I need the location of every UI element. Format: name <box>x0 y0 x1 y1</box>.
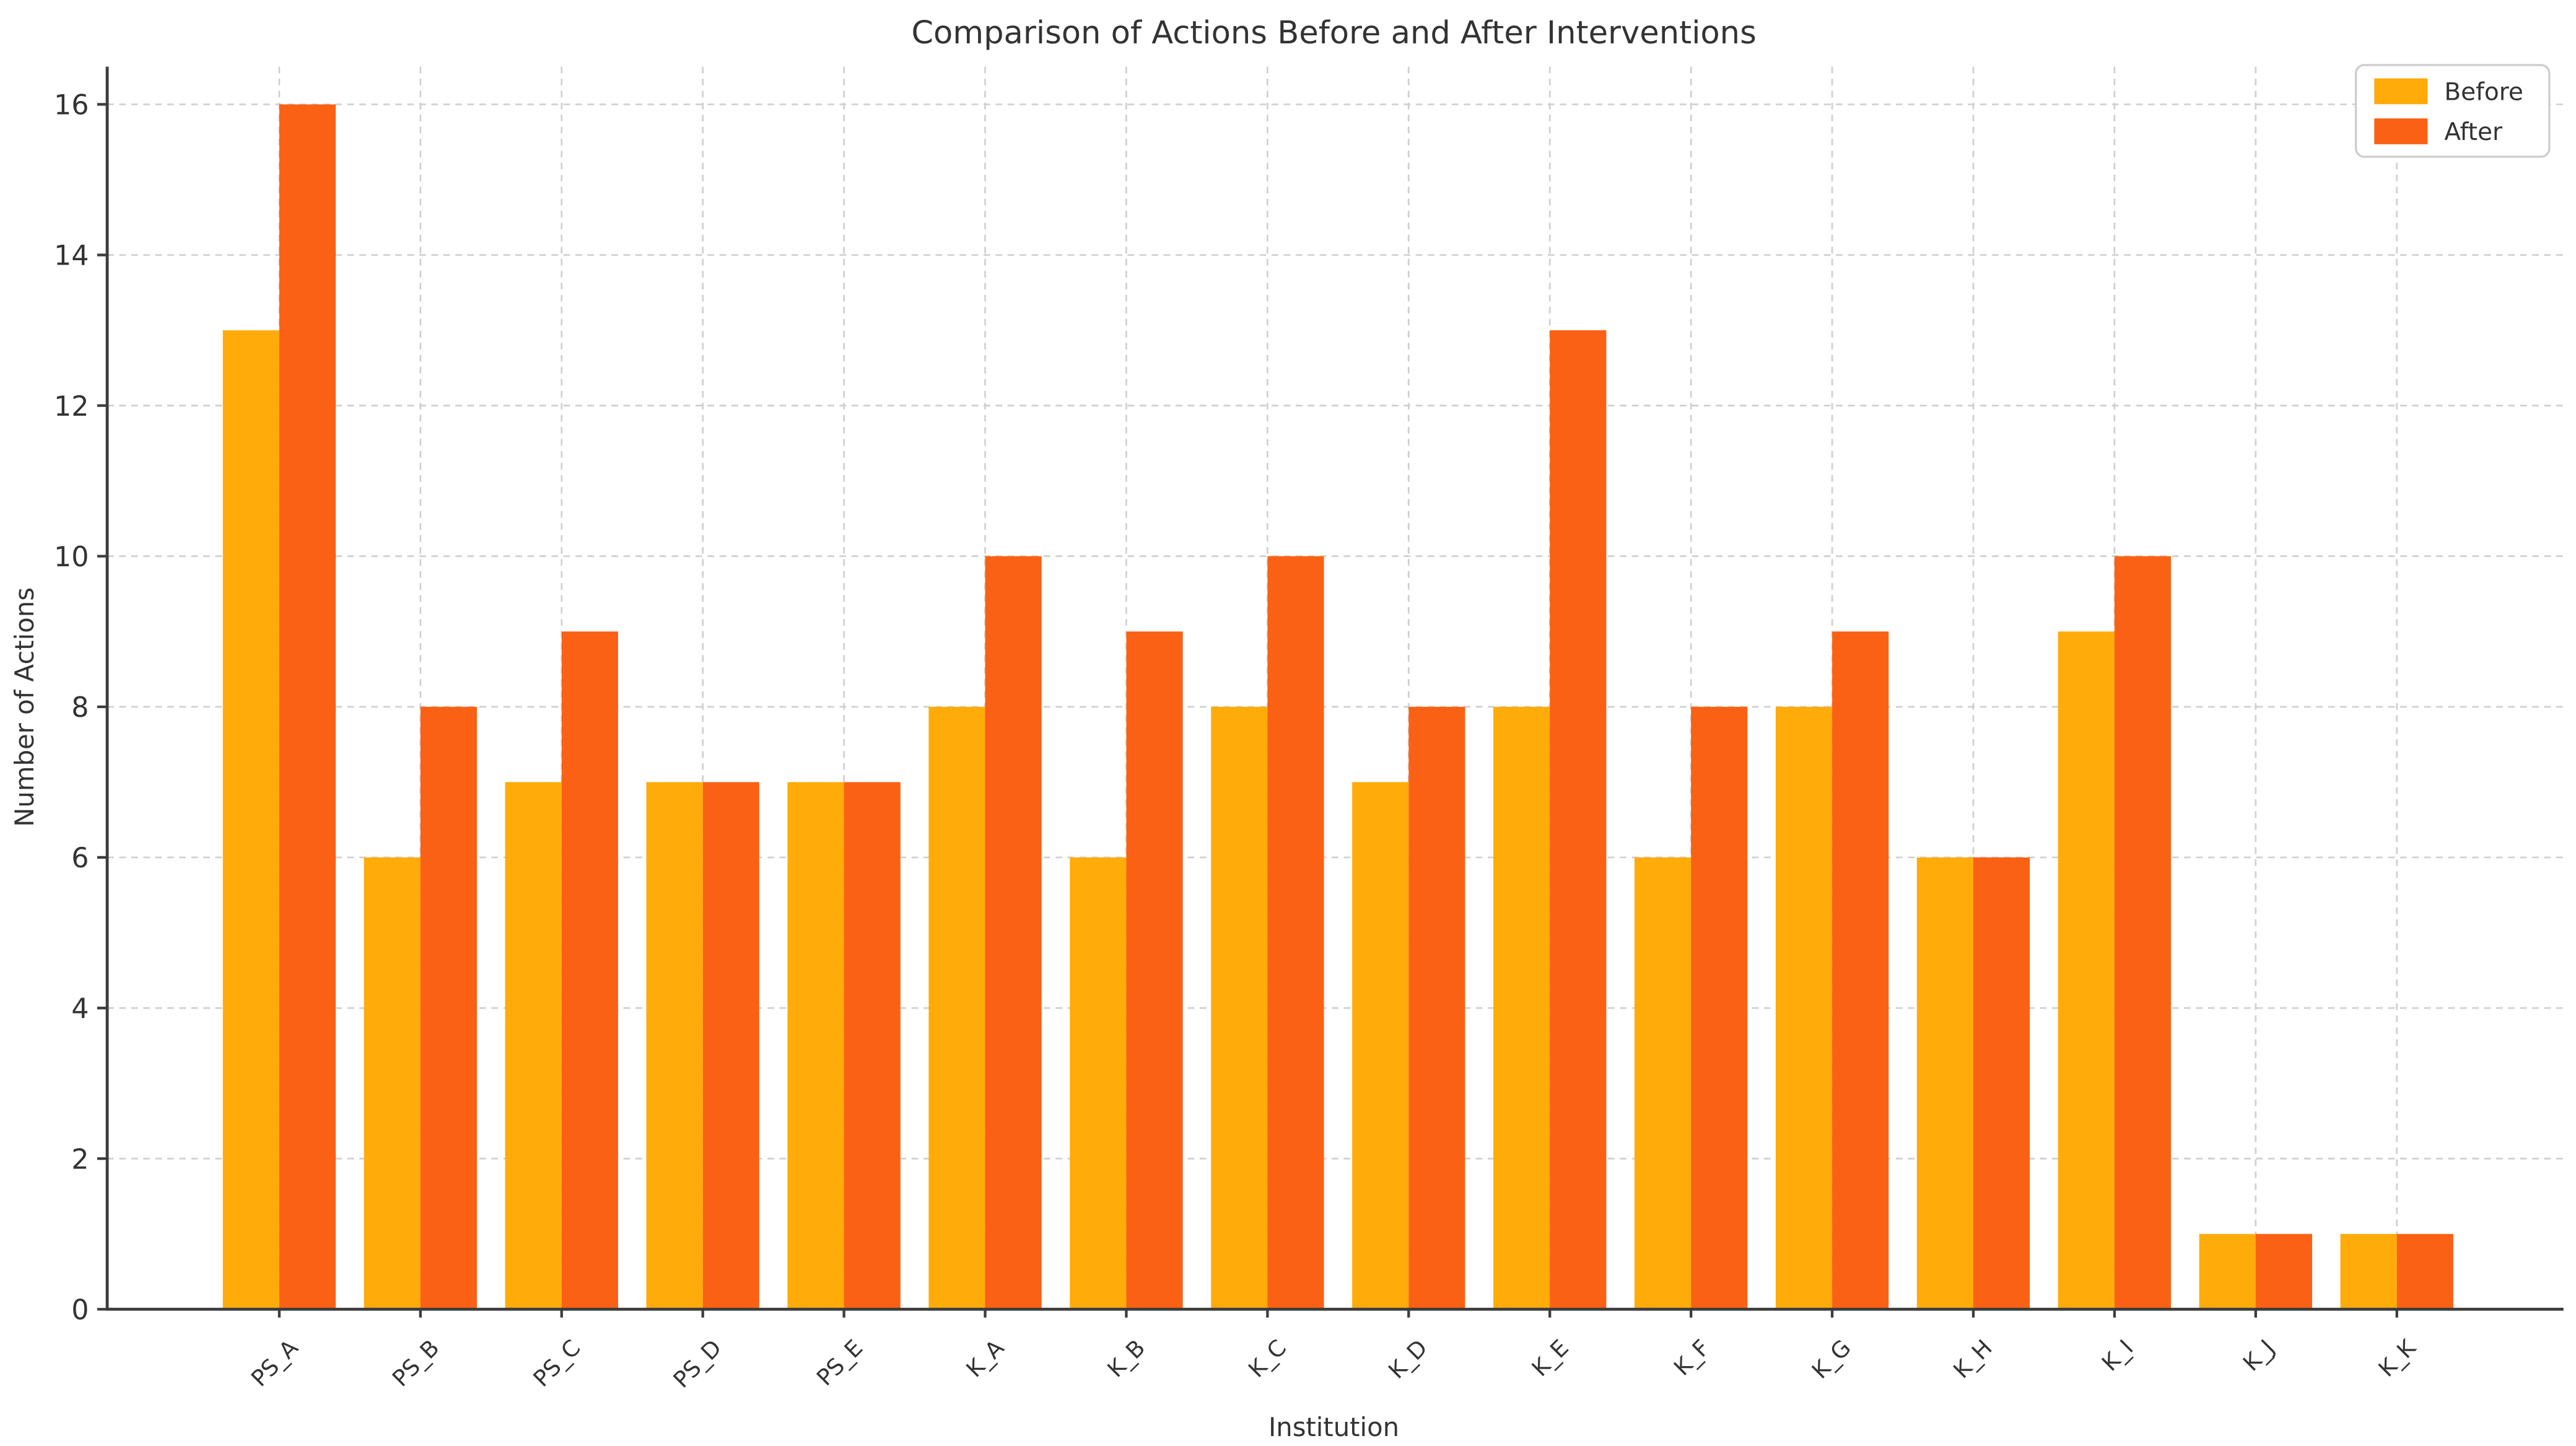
axes <box>97 66 2564 1318</box>
y-axis-label: Number of Actions <box>9 587 40 827</box>
bar-before-PS_E <box>787 782 844 1310</box>
x-tick-label-K_E: K_E <box>1527 1334 1574 1382</box>
bar-before-K_G <box>1775 706 1833 1310</box>
bar-after-K_C <box>1267 556 1324 1310</box>
legend-label-after: After <box>2444 118 2503 146</box>
bar-after-K_F <box>1691 706 1748 1310</box>
y-tick-label-14: 14 <box>54 240 89 272</box>
bar-before-K_H <box>1916 857 1973 1310</box>
bar-after-K_A <box>985 556 1042 1310</box>
y-tick-label-12: 12 <box>54 391 89 423</box>
bar-before-K_K <box>2340 1233 2397 1310</box>
bar-after-K_D <box>1408 706 1465 1310</box>
bar-after-K_K <box>2396 1233 2453 1310</box>
legend-label-before: Before <box>2444 79 2523 107</box>
bar-before-PS_B <box>364 857 421 1310</box>
bar-before-K_E <box>1493 706 1550 1310</box>
x-axis-label: Institution <box>1268 1412 1399 1442</box>
bar-after-K_G <box>1832 631 1889 1310</box>
bar-before-PS_D <box>646 782 703 1310</box>
x-tick-label-PS_C: PS_C <box>528 1334 585 1392</box>
y-tick-label-6: 6 <box>71 843 89 874</box>
y-tick-label-2: 2 <box>71 1144 89 1175</box>
bar-before-K_F <box>1634 857 1692 1310</box>
x-tick-label-K_F: K_F <box>1669 1334 1715 1381</box>
y-tick-label-0: 0 <box>71 1294 89 1326</box>
bar-after-PS_B <box>420 706 477 1310</box>
x-tick-label-K_H: K_H <box>1948 1334 1997 1383</box>
bar-before-K_A <box>928 706 985 1310</box>
x-tick-label-PS_B: PS_B <box>387 1334 445 1392</box>
bar-before-PS_A <box>222 330 279 1310</box>
bar-before-K_J <box>2199 1233 2256 1310</box>
bar-before-K_B <box>1070 857 1127 1310</box>
x-tick-label-K_J: K_J <box>2238 1334 2280 1377</box>
bar-after-PS_E <box>844 782 901 1310</box>
x-tick-label-K_I: K_I <box>2097 1334 2139 1377</box>
chart-title: Comparison of Actions Before and After I… <box>911 15 1756 51</box>
y-tick-label-8: 8 <box>71 692 89 724</box>
bar-after-K_H <box>1973 857 2030 1310</box>
x-tick-label-K_G: K_G <box>1807 1334 1856 1384</box>
legend-swatch-after <box>2374 118 2428 144</box>
bar-after-PS_A <box>279 104 336 1310</box>
bar-after-K_J <box>2255 1233 2312 1310</box>
bar-after-K_E <box>1550 330 1607 1310</box>
bar-before-PS_C <box>505 782 562 1310</box>
bar-before-K_D <box>1352 782 1409 1310</box>
y-tick-label-16: 16 <box>54 90 89 121</box>
x-tick-label-K_A: K_A <box>961 1334 1010 1383</box>
bar-after-PS_C <box>561 631 618 1310</box>
legend-swatch-before <box>2374 78 2428 105</box>
x-tick-label-K_C: K_C <box>1243 1334 1291 1383</box>
y-tick-label-10: 10 <box>54 541 89 573</box>
bar-before-K_C <box>1211 706 1268 1310</box>
x-tick-label-PS_D: PS_D <box>668 1334 727 1393</box>
bar-after-PS_D <box>702 782 759 1310</box>
x-tick-label-PS_A: PS_A <box>246 1334 303 1392</box>
x-tick-label-K_K: K_K <box>2373 1334 2421 1382</box>
bar-after-K_I <box>2114 556 2172 1310</box>
y-tick-label-4: 4 <box>71 993 89 1025</box>
legend: Before After <box>2355 64 2551 158</box>
x-tick-label-K_B: K_B <box>1102 1334 1150 1383</box>
bar-before-K_I <box>2058 631 2115 1310</box>
bars <box>222 104 2453 1310</box>
x-tick-label-K_D: K_D <box>1383 1334 1433 1384</box>
bar-after-K_B <box>1126 631 1183 1310</box>
x-tick-label-PS_E: PS_E <box>811 1334 868 1391</box>
